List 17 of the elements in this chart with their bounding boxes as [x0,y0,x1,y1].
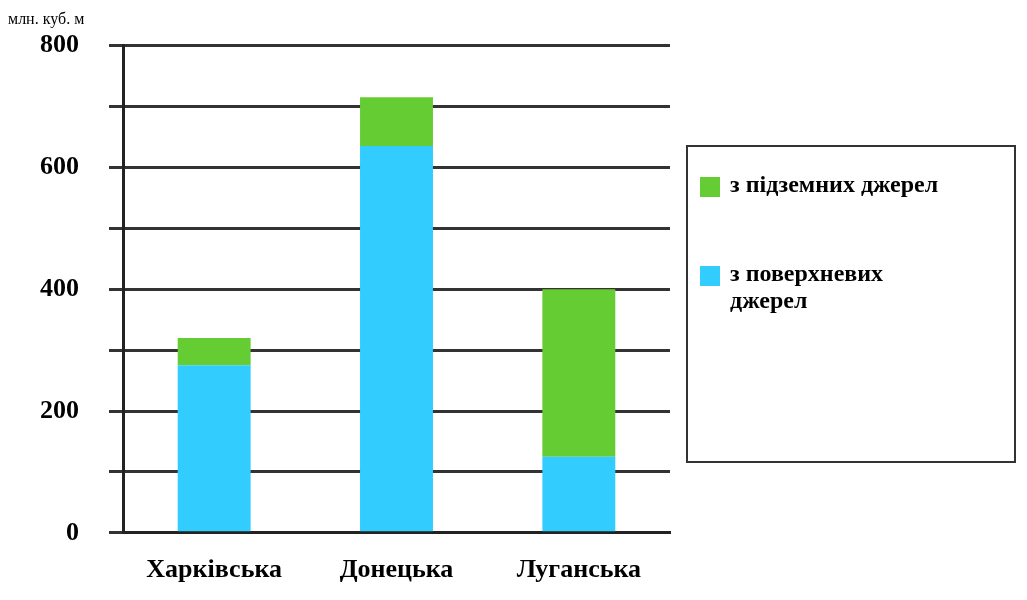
bar [177,365,251,532]
y-tick-label: 800 [40,29,79,59]
y-tick-label: 400 [40,272,79,302]
y-tick-label: 600 [40,151,79,181]
bar [542,456,616,532]
bar [360,97,433,147]
y-axis-title: млн. куб. м [8,10,85,28]
bar [177,337,251,366]
legend-label: з підземних джерел [730,171,940,198]
y-tick-label: 200 [40,394,79,424]
y-tick-label: 0 [66,516,79,546]
x-tick-label: Луганська [516,554,642,584]
legend-label: з поверхневих джерел [730,260,885,314]
bar [542,289,616,457]
x-tick-label: Харківська [146,554,283,584]
x-tick-label: Донецька [339,554,454,584]
bar [360,146,433,532]
